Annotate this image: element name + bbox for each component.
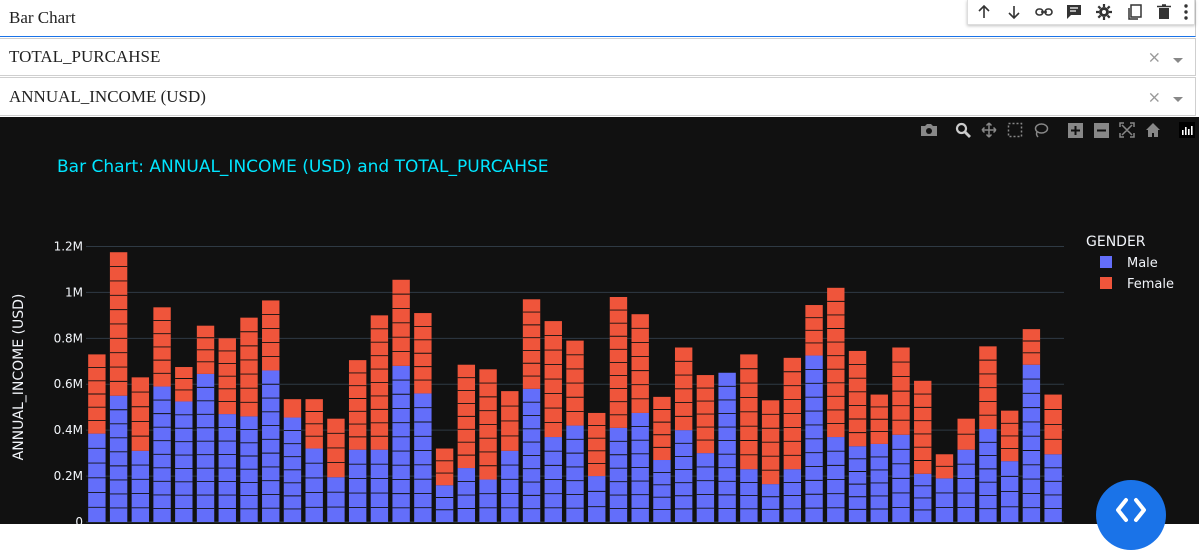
plotly-logo-icon[interactable] (1175, 121, 1199, 139)
bar-male (131, 450, 150, 522)
bar-female (588, 412, 606, 477)
bar-male (674, 430, 693, 522)
plot-area[interactable]: 0 0.2M 0.4M 0.6M 0.8M 1M 1.2M Bar Chart: ANNUAL… (0, 117, 1199, 524)
legend-title: GENDER (1086, 234, 1146, 250)
arrow-down-icon[interactable] (1002, 1, 1026, 23)
pan-icon[interactable] (977, 121, 1001, 139)
chevron-down-icon[interactable] (1173, 57, 1183, 63)
bar-female (131, 377, 150, 451)
chart-type-input[interactable]: Bar Chart (0, 0, 1196, 37)
bar-male (653, 460, 671, 522)
trash-icon[interactable] (1152, 1, 1176, 23)
bar-male (348, 449, 367, 522)
bar-male (414, 393, 432, 522)
chart-type-value: Bar Chart (9, 8, 76, 27)
bar-female (631, 314, 649, 413)
zoom-icon[interactable] (951, 121, 975, 139)
legend-item-male: Male (1127, 256, 1158, 271)
chevron-down-icon[interactable] (1173, 97, 1183, 103)
bar-male (501, 450, 519, 522)
bar-female (348, 360, 367, 450)
cell-toolbar (967, 0, 1195, 25)
bar-female (283, 399, 302, 418)
bar-male (370, 449, 389, 522)
camera-icon[interactable] (917, 121, 941, 139)
y-axis-label: ANNUAL_INCOME (USD) (11, 294, 27, 461)
y-tick-label: 0.6M (54, 377, 83, 391)
bar-male (588, 476, 606, 522)
bar-male (196, 373, 215, 522)
legend-swatch-male (1100, 256, 1112, 268)
zoom-out-icon[interactable] (1089, 121, 1113, 139)
bar-male (305, 448, 323, 522)
gear-icon[interactable] (1092, 1, 1116, 23)
bar-female (175, 367, 193, 402)
bar-male (566, 425, 584, 522)
x-column-select[interactable]: ANNUAL_INCOME (USD) × (0, 77, 1196, 116)
home-icon[interactable] (1141, 121, 1165, 139)
bar-female (1022, 329, 1041, 365)
comment-icon[interactable] (1062, 1, 1086, 23)
clear-icon[interactable]: × (1147, 47, 1161, 67)
y-tick-label: 0 (75, 515, 83, 524)
x-column-value: ANNUAL_INCOME (USD) (9, 86, 206, 106)
bar-male (435, 485, 454, 522)
box-select-icon[interactable] (1003, 121, 1027, 139)
bar-male (327, 477, 345, 522)
arrow-up-icon[interactable] (972, 1, 996, 23)
copy-icon[interactable] (1122, 1, 1146, 23)
bar-chart: 0 0.2M 0.4M 0.6M 0.8M 1M 1.2M Bar Chart: ANNUAL… (11, 157, 1174, 524)
y-column-value: TOTAL_PURCAHSE (9, 47, 161, 66)
more-vertical-icon[interactable] (1182, 1, 1190, 23)
clear-icon[interactable]: × (1147, 87, 1161, 106)
bar-male (979, 429, 997, 522)
bar-female (653, 396, 671, 461)
bar-female (262, 300, 280, 371)
bar-male (392, 365, 410, 522)
bar-female (240, 317, 258, 417)
bar-male (718, 372, 736, 522)
bar-male (696, 453, 715, 522)
bar-female (827, 287, 845, 438)
bar-female (435, 448, 454, 486)
autoscale-icon[interactable] (1115, 121, 1139, 139)
link-icon[interactable] (1032, 1, 1056, 23)
code-toggle-button[interactable] (1096, 480, 1166, 550)
bar-male (109, 395, 128, 522)
bar-male (479, 479, 497, 522)
y-tick-label: 0.8M (54, 331, 83, 345)
bar-male (1022, 364, 1041, 522)
bar-male (761, 484, 780, 522)
y-tick-label: 1M (65, 285, 83, 299)
bar-male (957, 449, 975, 522)
bar-male (175, 401, 193, 522)
bar-male (935, 478, 954, 522)
y-tick-label: 1.2M (54, 239, 83, 253)
bar-male (262, 370, 280, 522)
bar-female (848, 350, 867, 447)
chart-title: Bar Chart: ANNUAL_INCOME (USD) and TOTAL… (57, 157, 549, 177)
y-tick-label: 0.4M (54, 423, 83, 437)
lasso-icon[interactable] (1029, 121, 1053, 139)
plot-modebar (917, 121, 1199, 139)
zoom-in-icon[interactable] (1063, 121, 1087, 139)
bar-female (522, 299, 541, 389)
y-column-select[interactable]: TOTAL_PURCAHSE × (0, 38, 1196, 76)
bar-male (1044, 454, 1062, 522)
y-tick-label: 0.2M (54, 469, 83, 483)
legend-item-female: Female (1127, 277, 1174, 292)
legend-swatch-female (1100, 277, 1112, 289)
code-icon (1116, 498, 1146, 522)
bar-male (609, 427, 628, 522)
bar-female (914, 380, 932, 474)
